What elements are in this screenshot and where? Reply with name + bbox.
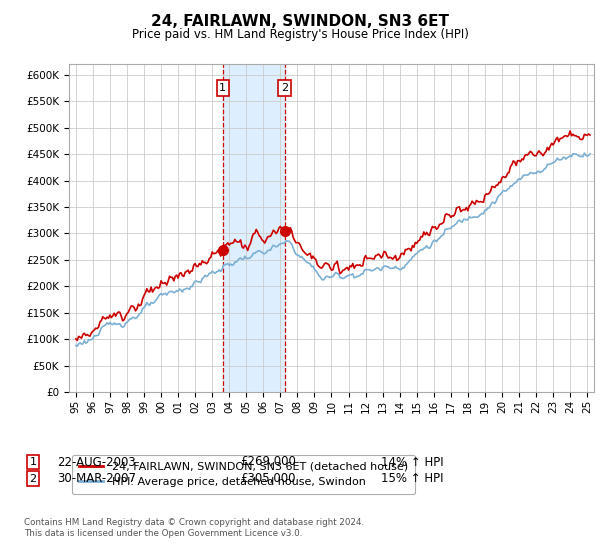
Text: 15% ↑ HPI: 15% ↑ HPI (381, 472, 443, 486)
Text: 14% ↑ HPI: 14% ↑ HPI (381, 455, 443, 469)
Text: 30-MAR-2007: 30-MAR-2007 (57, 472, 136, 486)
Text: 1: 1 (29, 457, 37, 467)
Text: 22-AUG-2003: 22-AUG-2003 (57, 455, 136, 469)
Text: 24, FAIRLAWN, SWINDON, SN3 6ET: 24, FAIRLAWN, SWINDON, SN3 6ET (151, 14, 449, 29)
Text: 2: 2 (29, 474, 37, 484)
Text: 1: 1 (219, 83, 226, 93)
Text: £305,000: £305,000 (240, 472, 296, 486)
Text: Price paid vs. HM Land Registry's House Price Index (HPI): Price paid vs. HM Land Registry's House … (131, 28, 469, 41)
Text: £269,000: £269,000 (240, 455, 296, 469)
Bar (223, 64, 284, 392)
Text: 2: 2 (281, 83, 288, 93)
Text: Contains HM Land Registry data © Crown copyright and database right 2024.
This d: Contains HM Land Registry data © Crown c… (24, 518, 364, 538)
Legend: 24, FAIRLAWN, SWINDON, SN3 6ET (detached house), HPI: Average price, detached ho: 24, FAIRLAWN, SWINDON, SN3 6ET (detached… (72, 455, 415, 494)
